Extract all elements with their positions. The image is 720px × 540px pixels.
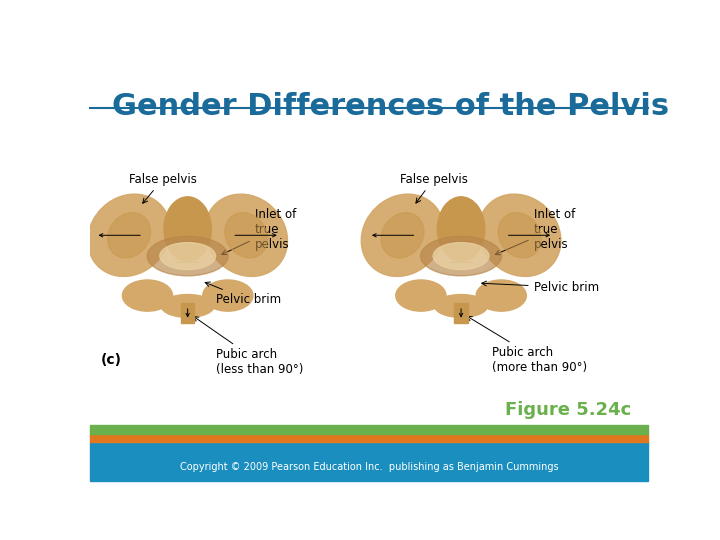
Text: Pubic arch
(more than 90°): Pubic arch (more than 90°): [467, 316, 587, 374]
Text: (c): (c): [101, 353, 122, 367]
Text: Inlet of
true
pelvis: Inlet of true pelvis: [222, 207, 296, 254]
Ellipse shape: [88, 194, 171, 276]
FancyArrowPatch shape: [508, 234, 549, 237]
Ellipse shape: [161, 294, 214, 318]
Text: Pelvic brim: Pelvic brim: [482, 281, 599, 294]
Ellipse shape: [498, 213, 541, 258]
Bar: [90, 454, 648, 481]
Ellipse shape: [160, 242, 215, 269]
Ellipse shape: [478, 194, 561, 276]
FancyArrowPatch shape: [99, 234, 140, 237]
Text: Pelvic brim: Pelvic brim: [205, 282, 281, 306]
Text: Figure 5.24c: Figure 5.24c: [505, 401, 631, 419]
FancyArrowPatch shape: [235, 234, 276, 237]
Bar: [90, 426, 648, 435]
Ellipse shape: [476, 280, 526, 311]
Ellipse shape: [437, 197, 485, 261]
FancyArrowPatch shape: [373, 234, 414, 237]
Text: Inlet of
true
pelvis: Inlet of true pelvis: [495, 207, 575, 255]
Ellipse shape: [203, 280, 253, 311]
Text: False pelvis: False pelvis: [129, 173, 197, 203]
Text: Pubic arch
(less than 90°): Pubic arch (less than 90°): [194, 316, 303, 376]
Text: Gender Differences of the Pelvis: Gender Differences of the Pelvis: [112, 92, 670, 121]
Ellipse shape: [122, 280, 173, 311]
Ellipse shape: [433, 242, 489, 269]
Ellipse shape: [435, 294, 487, 318]
Ellipse shape: [225, 213, 268, 258]
FancyArrowPatch shape: [186, 309, 189, 316]
Bar: [90, 435, 648, 442]
Bar: [90, 442, 648, 454]
Ellipse shape: [420, 237, 502, 276]
Ellipse shape: [147, 237, 228, 276]
FancyArrowPatch shape: [459, 309, 463, 316]
Bar: [181, 302, 194, 322]
Ellipse shape: [381, 213, 424, 258]
Text: Copyright © 2009 Pearson Education Inc.  publishing as Benjamin Cummings: Copyright © 2009 Pearson Education Inc. …: [180, 462, 558, 472]
Ellipse shape: [164, 197, 212, 261]
Ellipse shape: [107, 213, 150, 258]
Text: False pelvis: False pelvis: [400, 173, 467, 203]
Ellipse shape: [361, 194, 444, 276]
Bar: [454, 302, 468, 322]
Ellipse shape: [205, 194, 287, 276]
Ellipse shape: [396, 280, 446, 311]
